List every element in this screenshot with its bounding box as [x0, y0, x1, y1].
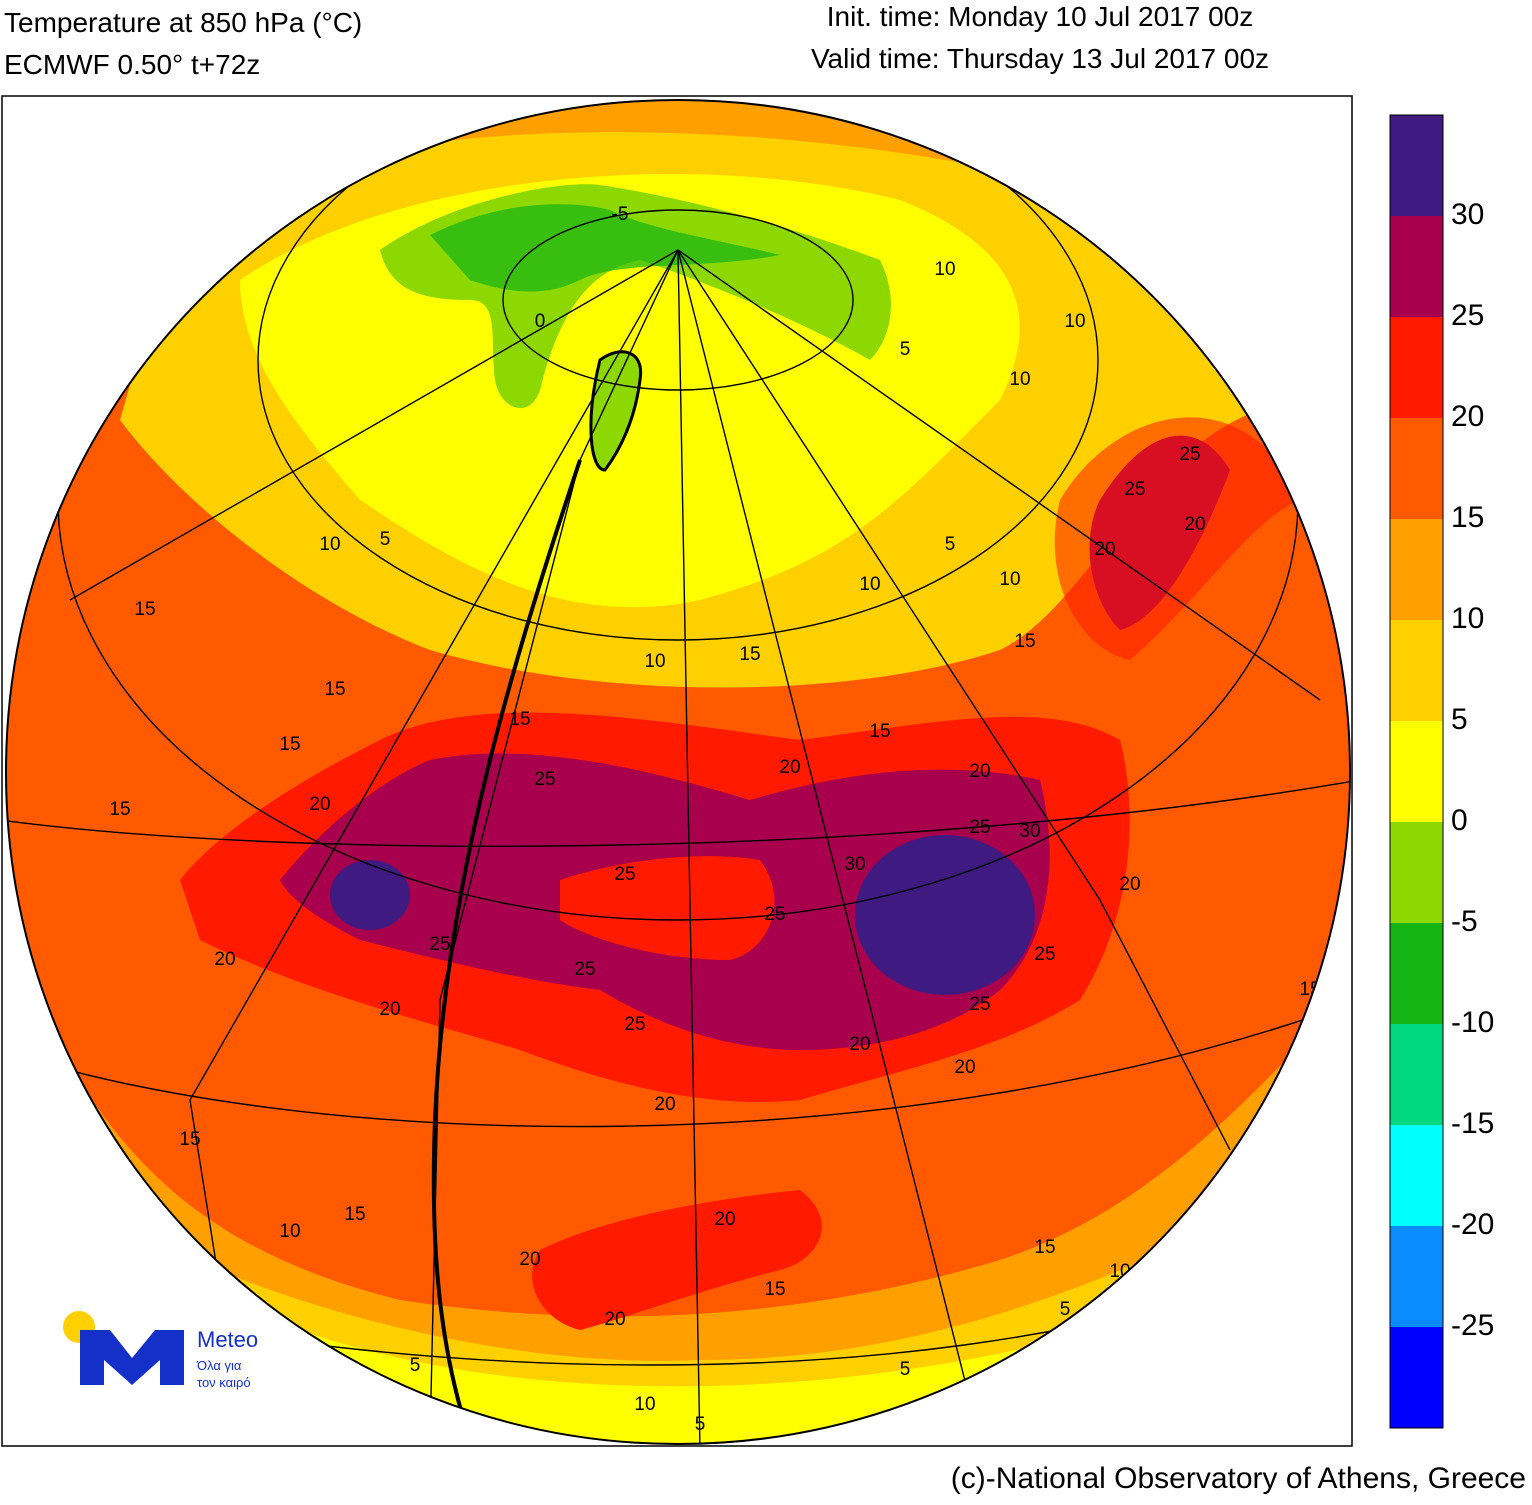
colorbar-label: 15 — [1451, 501, 1484, 534]
colorbar-box — [1390, 1327, 1443, 1428]
colorbar-label: 20 — [1451, 400, 1484, 433]
colorbar-label: -10 — [1451, 1006, 1494, 1039]
contour-label: 15 — [344, 1204, 365, 1225]
contour-label: 20 — [849, 1034, 870, 1055]
contour-label: 5 — [900, 339, 911, 360]
contour-label: 15 — [869, 721, 890, 742]
contour-label: 10 — [279, 1221, 300, 1242]
colorbar-label: -25 — [1451, 1309, 1494, 1342]
contour-label: 10 — [1064, 311, 1085, 332]
colorbar-box — [1390, 721, 1443, 822]
contour-label: 5 — [945, 534, 956, 555]
colorbar-label: 25 — [1451, 299, 1484, 332]
contour-label: 0 — [535, 311, 546, 332]
contour-label: 15 — [324, 679, 345, 700]
contour-label: 20 — [519, 1249, 540, 1270]
contour-label: 20 — [1184, 514, 1205, 535]
init-time: Init. time: Monday 10 Jul 2017 00z — [827, 1, 1253, 32]
colorbar-label: -20 — [1451, 1208, 1494, 1241]
logo: Meteo Όλα για τον καιρό — [63, 1311, 258, 1390]
contour-label: 5 — [900, 1359, 911, 1380]
contour-label: 20 — [954, 1057, 975, 1078]
title: Temperature at 850 hPa (°C) — [4, 7, 362, 38]
colorbar-box — [1390, 923, 1443, 1024]
contour-label: 20 — [309, 794, 330, 815]
contour-label: 25 — [429, 934, 450, 955]
contour-label: 5 — [1060, 1299, 1071, 1320]
logo-mark — [80, 1330, 184, 1385]
colorbar-box — [1390, 115, 1443, 216]
contour-label: 10 — [859, 574, 880, 595]
contour-label: 10 — [1009, 369, 1030, 390]
colorbar-box — [1390, 519, 1443, 620]
contour-label: 30 — [1019, 821, 1040, 842]
contour-label: 25 — [534, 769, 555, 790]
credit: (c)-National Observatory of Athens, Gree… — [951, 1462, 1526, 1495]
colorbar-box — [1390, 1024, 1443, 1125]
globe: 10 5 15 15 15 15 20 25 25 25 25 25 25 20 20 20 20 20 20 20 1… — [6, 100, 1350, 1444]
colorbar-label: 5 — [1451, 703, 1468, 736]
colorbar-box — [1390, 418, 1443, 519]
contour-label: 20 — [1119, 874, 1140, 895]
contour-label: 15 — [179, 1129, 200, 1150]
colorbar-box — [1390, 216, 1443, 317]
contour-label: 25 — [1179, 444, 1200, 465]
contour-label: 25 — [969, 994, 990, 1015]
contour-label: 20 — [654, 1094, 675, 1115]
contour-label: 25 — [614, 864, 635, 885]
colorbar-label: -5 — [1451, 905, 1478, 938]
colorbar-box — [1390, 822, 1443, 923]
contour-label: 15 — [134, 599, 155, 620]
globe-outline — [5, 99, 1351, 1445]
contour-label: 5 — [695, 1414, 706, 1435]
colorbar-label: 10 — [1451, 602, 1484, 635]
contour-label: 20 — [604, 1309, 625, 1330]
contour-label: 15 — [764, 1279, 785, 1300]
contour-label: 20 — [969, 761, 990, 782]
contour-label: 30 — [844, 854, 865, 875]
contour-label: 10 — [634, 1394, 655, 1415]
colorbar-label: 0 — [1451, 804, 1468, 837]
valid-time: Valid time: Thursday 13 Jul 2017 00z — [811, 43, 1269, 74]
contour-label: 20 — [214, 949, 235, 970]
contour-label: 25 — [624, 1014, 645, 1035]
contour-label: 5 — [410, 1355, 421, 1376]
contour-label: 10 — [319, 534, 340, 555]
colorbar-box — [1390, 317, 1443, 418]
contour-label: 15 — [1034, 1237, 1055, 1258]
colorbar-frame — [1389, 114, 1444, 1429]
contour-label: 15 — [509, 709, 530, 730]
contour-label: 5 — [380, 529, 391, 550]
contour-label: 25 — [764, 904, 785, 925]
colorbar-box — [1390, 1125, 1443, 1226]
logo-tagline: Όλα για — [196, 1358, 242, 1373]
contour-label: 20 — [1094, 539, 1115, 560]
contour-label: 20 — [714, 1209, 735, 1230]
colorbar-label: -15 — [1451, 1107, 1494, 1140]
contour-label: 15 — [279, 734, 300, 755]
contour-label: 20 — [379, 999, 400, 1020]
contour-label: 15 — [1014, 631, 1035, 652]
contour-label: 10 — [644, 651, 665, 672]
contour-label: 10 — [934, 259, 955, 280]
contour-label: 25 — [574, 959, 595, 980]
logo-tagline: τον καιρό — [197, 1375, 251, 1390]
contour-label: 25 — [1034, 944, 1055, 965]
contour-label: 15 — [109, 799, 130, 820]
colorbar-box — [1390, 1226, 1443, 1327]
logo-name: Meteo — [197, 1327, 258, 1352]
colorbar-label: 30 — [1451, 198, 1484, 231]
colorbar-box — [1390, 620, 1443, 721]
contour-label: 15 — [739, 644, 760, 665]
contour-label: 10 — [999, 569, 1020, 590]
contour-label: 20 — [779, 757, 800, 778]
contour-label: 25 — [1124, 479, 1145, 500]
contour-label: 25 — [969, 817, 990, 838]
contour-label: -5 — [612, 204, 629, 225]
subtitle: ECMWF 0.50° t+72z — [4, 49, 260, 80]
